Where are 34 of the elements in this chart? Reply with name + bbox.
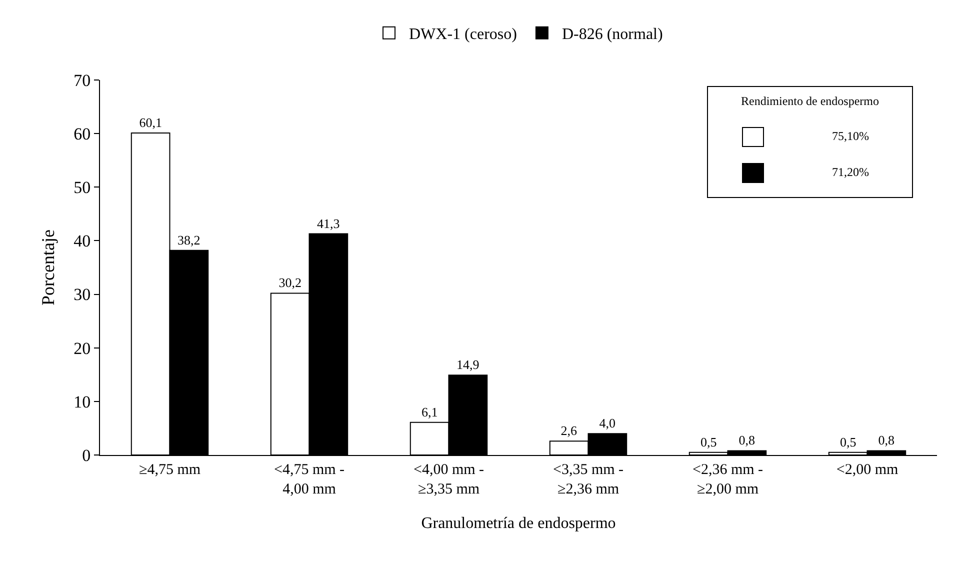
x-tick-label: <2,36 mm - ≥2,00 mm [692, 462, 764, 498]
y-tick-label: 40 [74, 232, 91, 251]
data-label: 0,5 [840, 434, 856, 450]
data-label: 41,3 [317, 216, 340, 231]
data-label: 0,5 [700, 434, 717, 450]
y-tick-label: 50 [74, 178, 91, 198]
y-tick-label: 20 [74, 338, 91, 358]
data-label: 0,8 [738, 432, 756, 448]
data-label: 2,6 [560, 423, 578, 438]
annotation: 75,10% [832, 129, 869, 144]
annotation: Rendimiento de endospermo [740, 94, 880, 109]
y-tick-label: 0 [82, 446, 91, 465]
legend-label: DWX-1 (ceroso) [409, 26, 517, 44]
yield-table: Rendimiento de endospermo 75,10% 71,20% [707, 86, 913, 198]
x-tick-label: ≥4,75 mm [138, 462, 201, 478]
annotation: 71,20% [832, 165, 869, 180]
y-tick-label: 70 [74, 70, 91, 90]
x-tick-label: <2,00 mm [836, 462, 898, 478]
x-tick-label: <3,35 mm - ≥2,36 mm [552, 462, 624, 498]
data-label: 60,1 [139, 115, 162, 130]
y-axis-title: Porcentaje [38, 230, 58, 306]
data-label: 14,9 [456, 357, 480, 372]
legend-label: D-826 (normal) [562, 26, 663, 44]
data-label: 4,0 [599, 416, 616, 431]
data-label: 6,1 [421, 404, 438, 420]
data-label: 38,2 [178, 232, 200, 248]
y-tick-label: 60 [74, 124, 91, 144]
y-tick-label: 10 [74, 392, 91, 412]
x-tick-label: <4,00 mm - ≥3,35 mm [413, 462, 484, 498]
x-axis-title: Granulometría de endospermo [421, 515, 616, 532]
y-tick-label: 30 [74, 285, 91, 304]
data-label: 0,8 [878, 432, 895, 448]
x-tick-label: <4,75 mm - 4,00 mm [274, 462, 345, 498]
data-label: 30,2 [278, 275, 302, 290]
